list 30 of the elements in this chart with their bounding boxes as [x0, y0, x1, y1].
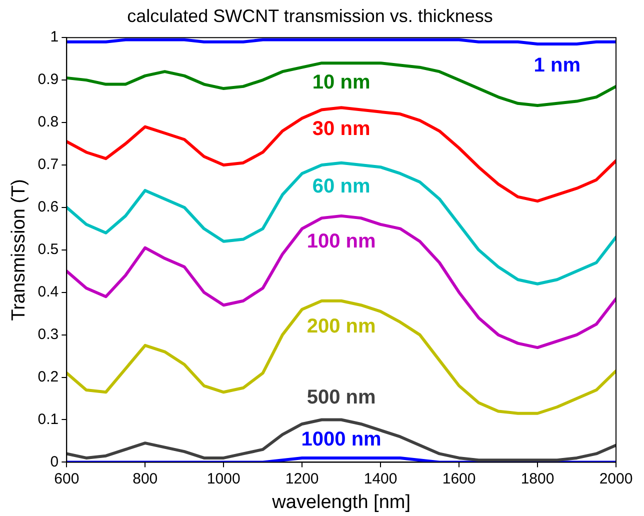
series-label: 10 nm	[312, 72, 370, 94]
series-label: 100 nm	[306, 230, 376, 252]
y-tick-label: 0.8	[38, 114, 59, 131]
x-tick-label: 1800	[520, 470, 554, 488]
y-tick-label: 0.5	[38, 241, 59, 258]
x-tick-label: 1400	[364, 470, 398, 488]
series-label: 60 nm	[312, 175, 370, 198]
y-tick-label: 0.2	[38, 368, 59, 386]
y-tick-label: 0.1	[38, 410, 59, 428]
series-label: 500 nm	[306, 386, 376, 408]
y-axis-title: Transmission (T)	[8, 178, 30, 321]
y-tick-label: 0.6	[38, 198, 59, 216]
x-tick-label: 800	[132, 470, 158, 488]
x-tick-label: 2000	[599, 470, 633, 488]
x-tick-label: 1200	[285, 470, 319, 488]
series-label: 1000 nm	[301, 428, 382, 450]
y-tick-label: 0.3	[38, 326, 59, 343]
y-tick-label: 0	[50, 453, 59, 470]
y-tick-label: 0.7	[38, 156, 59, 174]
y-tick-label: 0.4	[38, 284, 59, 300]
x-tick-label: 1000	[206, 470, 240, 488]
x-axis-title: wavelength [nm]	[271, 492, 411, 513]
y-tick-label: 1	[50, 28, 59, 46]
series-label: 30 nm	[312, 118, 370, 140]
x-tick-label: 1600	[442, 470, 476, 488]
series-label: 200 nm	[306, 315, 376, 338]
y-tick-label: 0.9	[38, 71, 59, 88]
chart-title: calculated SWCNT transmission vs. thickness	[127, 6, 493, 26]
series-label: 1 nm	[534, 54, 580, 76]
x-tick-label: 600	[54, 470, 80, 488]
